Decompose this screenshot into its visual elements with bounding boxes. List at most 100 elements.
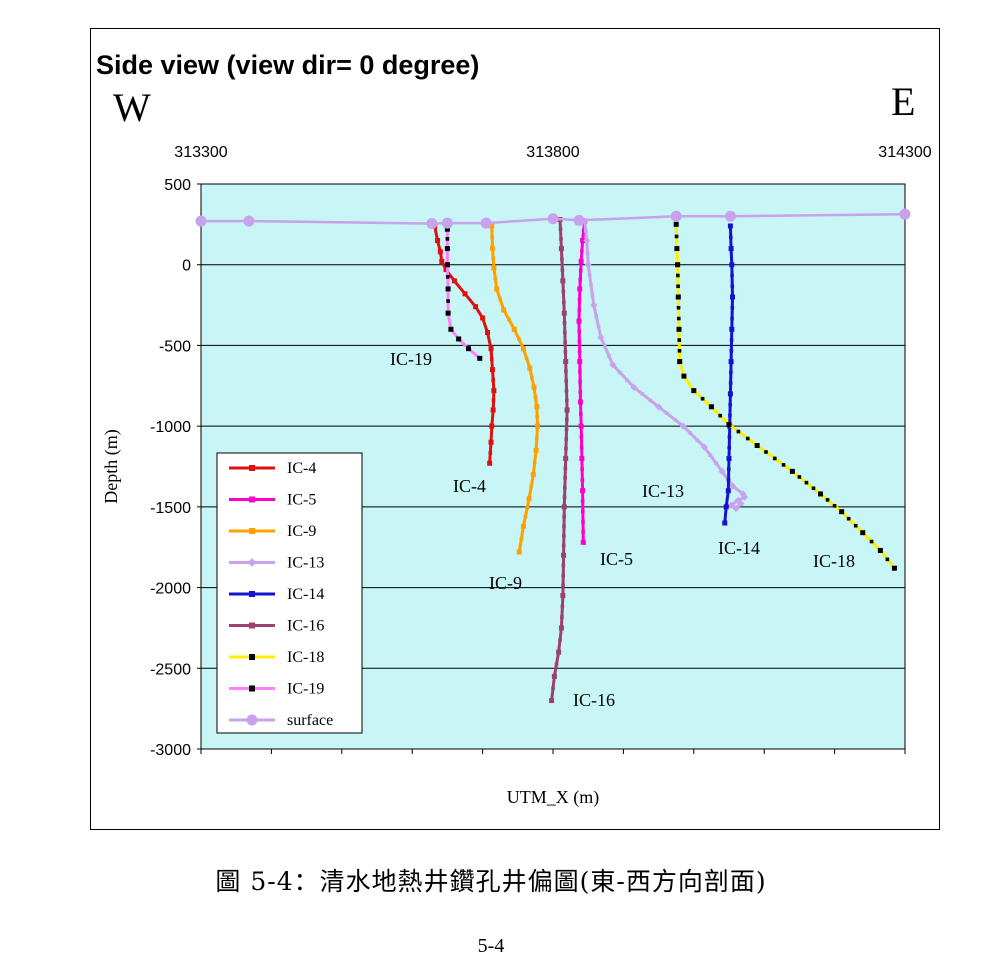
data-point — [530, 375, 534, 380]
data-point — [559, 237, 563, 241]
data-point — [804, 480, 809, 485]
data-point — [587, 273, 592, 277]
data-point — [675, 262, 681, 268]
data-point — [728, 381, 733, 385]
data-point — [727, 223, 733, 229]
legend-marker — [249, 591, 255, 597]
data-point — [477, 355, 483, 361]
data-point — [730, 316, 734, 321]
data-point — [535, 423, 541, 429]
data-point — [480, 217, 492, 229]
data-point — [726, 478, 731, 482]
chart-title: Side view (view dir= 0 degree) — [96, 50, 479, 80]
data-point — [562, 514, 566, 519]
series-ic-13 — [581, 217, 749, 513]
data-point — [691, 388, 697, 394]
data-point — [451, 278, 457, 284]
legend-label: IC-4 — [287, 460, 316, 477]
data-point — [564, 446, 568, 451]
data-point — [596, 324, 601, 329]
data-point — [195, 215, 207, 227]
data-point — [818, 491, 824, 497]
data-point — [607, 353, 611, 358]
data-point — [677, 338, 682, 342]
data-point — [560, 593, 566, 599]
data-point — [736, 429, 741, 434]
x-axis-title: UTM_X (m) — [507, 787, 600, 808]
data-point — [670, 210, 682, 222]
legend-marker — [249, 496, 255, 503]
data-point — [580, 467, 584, 471]
y-tick-label: -500 — [159, 338, 191, 355]
data-point — [564, 407, 570, 413]
data-point — [520, 523, 526, 529]
well-label: IC-19 — [390, 349, 432, 369]
legend-item: IC-4 — [229, 460, 316, 477]
data-point — [728, 359, 734, 365]
data-point — [485, 330, 491, 336]
data-point — [558, 625, 564, 631]
data-point — [525, 506, 529, 510]
data-point — [676, 284, 680, 289]
data-point — [443, 267, 449, 273]
data-point — [580, 249, 584, 253]
data-point — [724, 210, 736, 222]
data-point — [489, 246, 495, 252]
data-point — [727, 435, 732, 439]
series-surface — [195, 208, 911, 230]
data-point — [524, 356, 529, 361]
data-point — [444, 246, 450, 252]
data-point — [583, 229, 588, 233]
well-label: IC-5 — [600, 549, 633, 569]
data-point — [462, 291, 468, 297]
data-point — [564, 417, 569, 422]
data-point — [578, 379, 582, 384]
data-point — [445, 286, 451, 292]
data-point — [839, 509, 845, 515]
data-point — [444, 262, 450, 268]
data-point — [754, 443, 760, 449]
data-point — [441, 217, 453, 229]
data-point — [487, 460, 493, 466]
data-point — [675, 294, 681, 300]
data-point — [561, 504, 567, 510]
data-point — [885, 557, 890, 562]
data-point — [737, 500, 745, 508]
data-point — [581, 229, 586, 233]
data-point — [729, 349, 734, 353]
data-point — [630, 383, 638, 391]
legend-item: IC-14 — [229, 586, 324, 603]
data-point — [563, 466, 568, 470]
legend-item: IC-9 — [229, 523, 316, 540]
data-point — [728, 235, 733, 240]
data-point — [562, 534, 566, 538]
data-point — [681, 373, 687, 379]
data-point — [589, 283, 593, 287]
data-point — [560, 615, 564, 619]
legend-marker — [249, 654, 255, 660]
y-tick-label: 500 — [164, 177, 191, 194]
data-point — [445, 237, 450, 241]
data-point — [665, 411, 669, 416]
y-tick-label: -1000 — [150, 419, 191, 436]
well-label: IC-13 — [642, 481, 684, 501]
data-point — [729, 370, 733, 375]
data-point — [448, 326, 454, 332]
x-tick-label: 313300 — [174, 144, 227, 161]
data-point — [725, 488, 731, 494]
data-point — [577, 339, 582, 344]
data-point — [695, 438, 700, 442]
data-point — [489, 423, 495, 429]
data-point — [609, 361, 617, 369]
data-point — [676, 305, 681, 310]
data-point — [740, 493, 749, 501]
data-point — [579, 435, 584, 439]
data-point — [577, 359, 583, 365]
data-point — [563, 359, 569, 365]
legend-marker — [249, 528, 255, 534]
data-point — [581, 530, 585, 534]
data-point — [488, 439, 494, 445]
data-point — [577, 308, 582, 313]
data-point — [730, 294, 736, 300]
data-point — [535, 436, 539, 441]
